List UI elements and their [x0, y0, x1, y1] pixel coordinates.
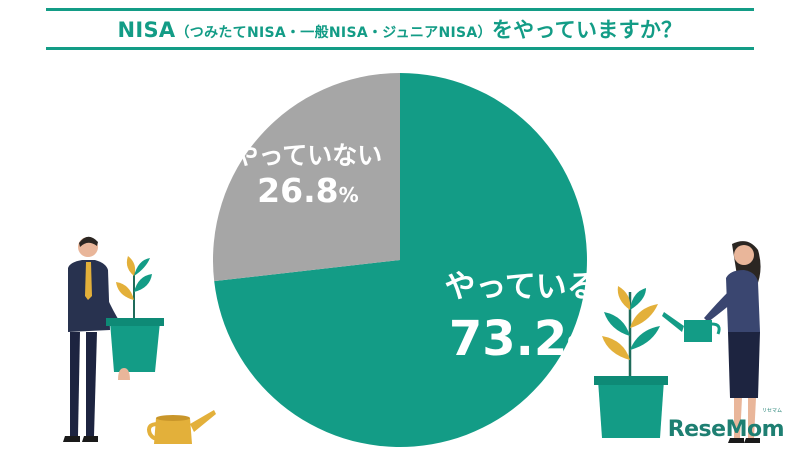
- slice-label-2: やっていない: [234, 141, 383, 170]
- title-paren: （つみたてNISA・一般NISA・ジュニアNISA）: [175, 25, 492, 41]
- woman-watering-illustration: [662, 241, 761, 443]
- man-with-plant-illustration: [63, 236, 164, 442]
- slice-value-2: 26.8%: [257, 171, 358, 210]
- pie-slice-2: [212, 73, 400, 282]
- slice-label-1: やっている: [444, 269, 597, 305]
- resemom-logo: ReseMom: [667, 417, 785, 442]
- pie-slice-1: [214, 73, 587, 447]
- slice-value-1: 73.2%: [449, 311, 594, 367]
- title-suffix: をやっていますか？: [491, 18, 683, 42]
- logo-ruby: リセマム: [761, 408, 782, 414]
- watering-can-illustration: [147, 410, 216, 444]
- potted-plant-illustration: [594, 286, 668, 438]
- title-prefix: NISA: [117, 18, 176, 42]
- chart-title: NISA（つみたてNISA・一般NISA・ジュニアNISA）をやっていますか？: [46, 8, 754, 50]
- chart-title-text: NISA（つみたてNISA・一般NISA・ジュニアNISA）をやっていますか？: [118, 14, 683, 44]
